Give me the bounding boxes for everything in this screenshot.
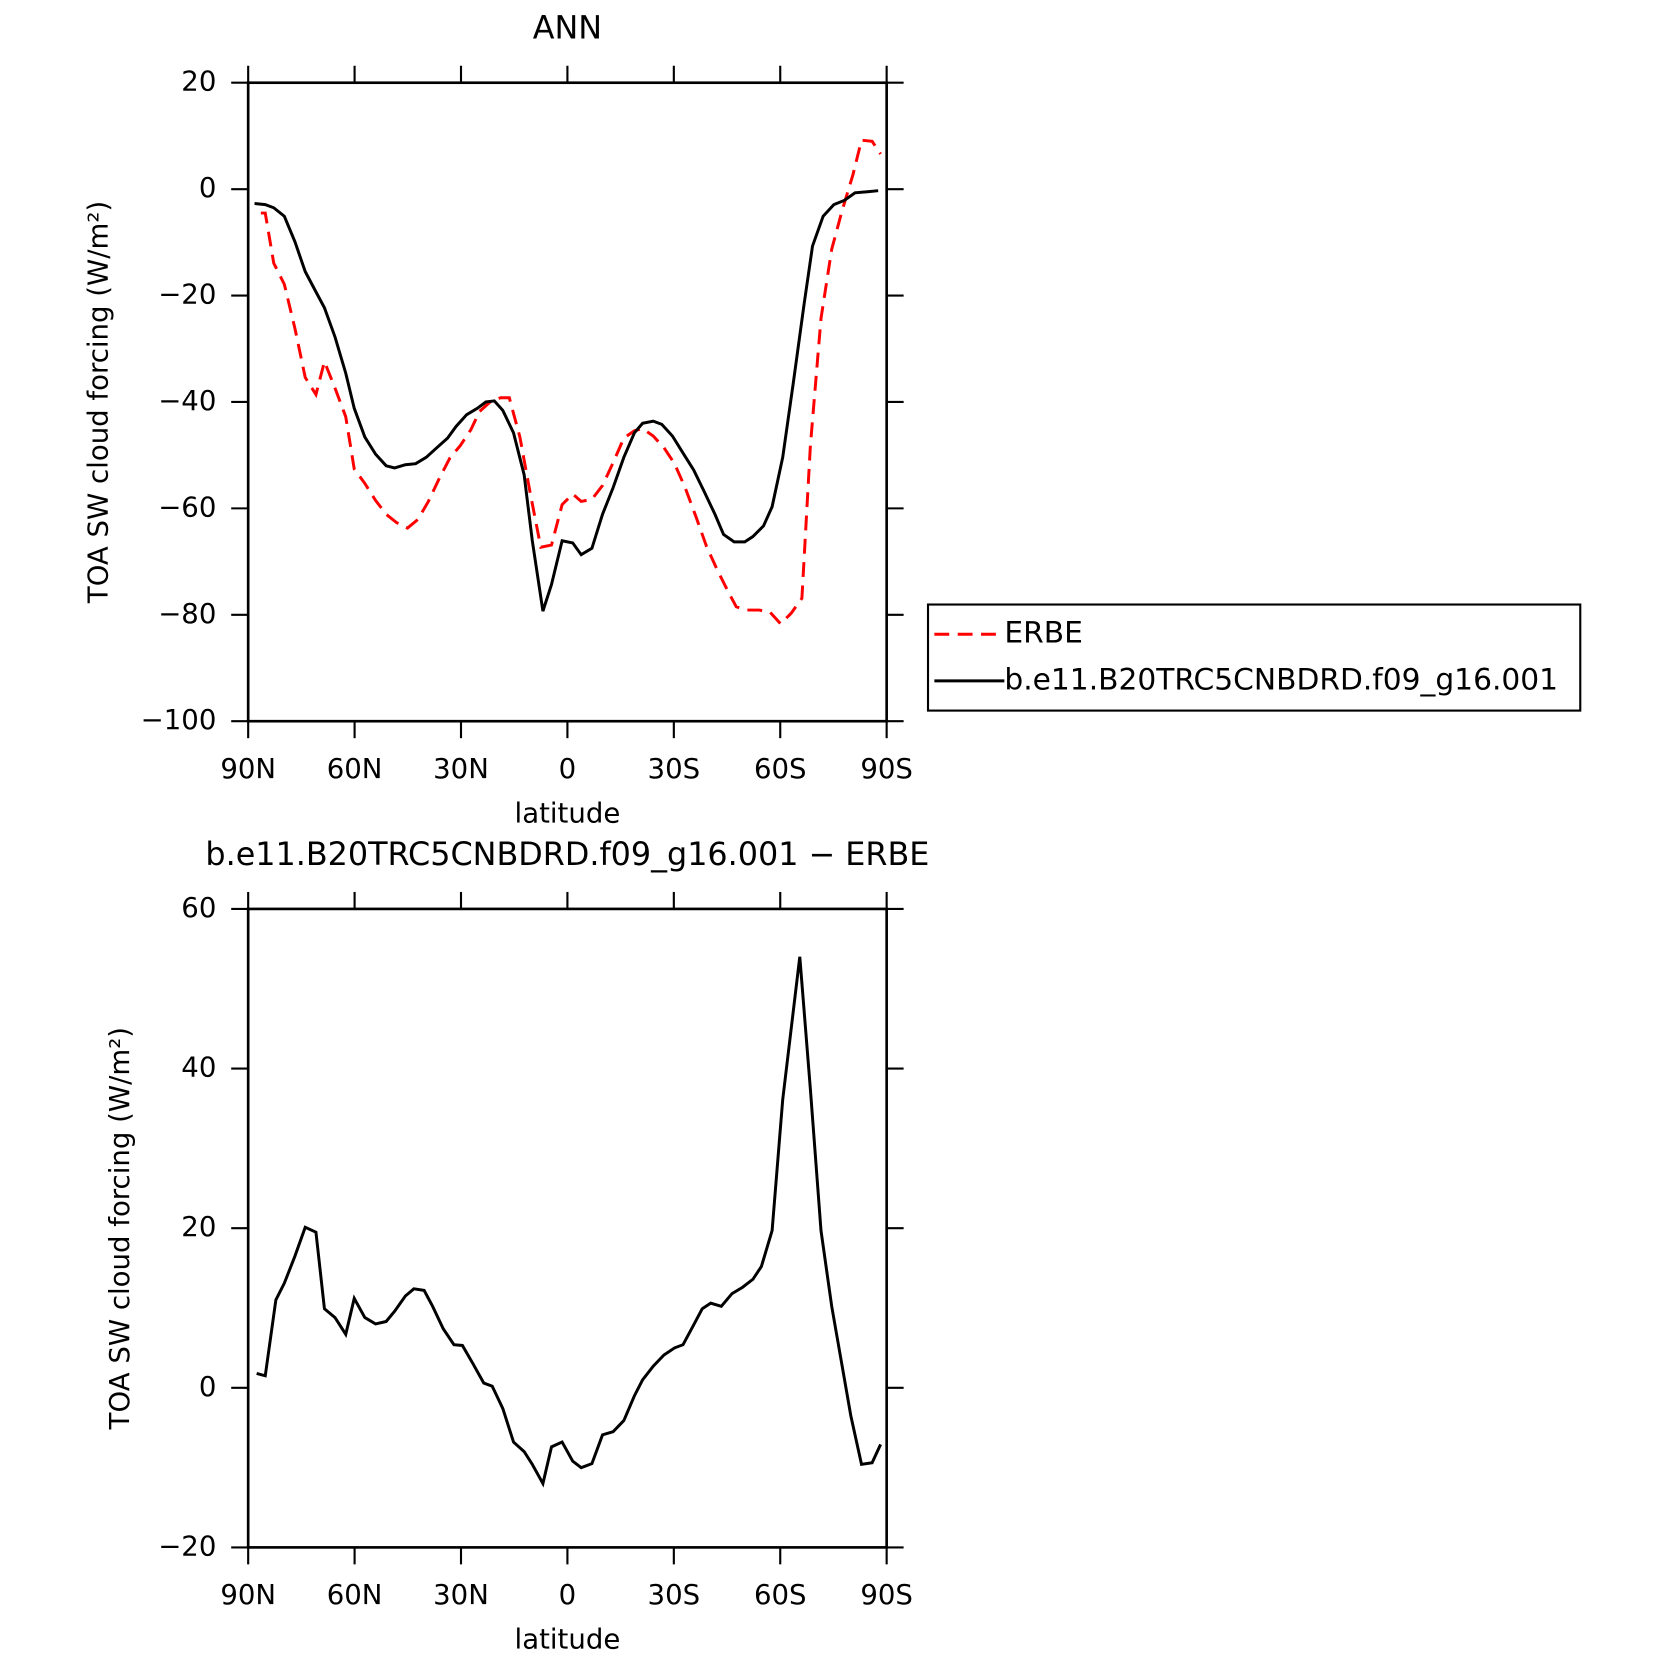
x-tick-label: 90N — [220, 752, 276, 785]
x-axis-label: latitude — [515, 797, 621, 830]
x-tick-label: 0 — [559, 1578, 577, 1611]
x-tick-label: 90S — [860, 1578, 913, 1611]
x-axis-label: latitude — [515, 1623, 621, 1656]
x-tick-label: 30S — [648, 1578, 701, 1611]
x-tick-label: 30N — [433, 752, 489, 785]
chart-title: b.e11.B20TRC5CNBDRD.f09_g16.001 − ERBE — [205, 835, 929, 873]
y-axis-label: TOA SW cloud forcing (W/m²) — [82, 201, 115, 604]
y-tick-label: 20 — [181, 65, 216, 98]
x-tick-label: 60N — [327, 1578, 383, 1611]
legend-label: ERBE — [1004, 616, 1083, 651]
y-tick-label: −20 — [158, 1529, 216, 1562]
y-tick-label: 20 — [181, 1210, 216, 1243]
chart-title: ANN — [533, 9, 602, 47]
legend-box — [926, 603, 1582, 712]
y-tick-label: 0 — [199, 1370, 217, 1403]
x-tick-label: 90S — [860, 752, 913, 785]
x-tick-label: 0 — [559, 752, 577, 785]
x-tick-label: 60N — [327, 752, 383, 785]
y-tick-label: −20 — [158, 278, 216, 311]
data-line — [256, 956, 882, 1488]
y-tick-label: 60 — [181, 891, 216, 924]
x-tick-label: 60S — [754, 1578, 807, 1611]
y-tick-label: 40 — [181, 1051, 216, 1084]
y-axis-label: TOA SW cloud forcing (W/m²) — [103, 1027, 136, 1430]
data-line — [254, 189, 879, 612]
x-tick-label: 30N — [433, 1578, 489, 1611]
y-tick-label: −60 — [158, 490, 216, 523]
y-tick-label: 0 — [199, 171, 217, 204]
data-line — [260, 138, 882, 626]
x-tick-label: 30S — [648, 752, 701, 785]
y-tick-label: −100 — [141, 703, 217, 736]
y-tick-label: −80 — [158, 597, 216, 630]
x-tick-label: 60S — [754, 752, 807, 785]
y-tick-label: −40 — [158, 384, 216, 417]
x-tick-label: 90N — [220, 1578, 276, 1611]
legend-label: b.e11.B20TRC5CNBDRD.f09_g16.001 — [1004, 662, 1558, 697]
